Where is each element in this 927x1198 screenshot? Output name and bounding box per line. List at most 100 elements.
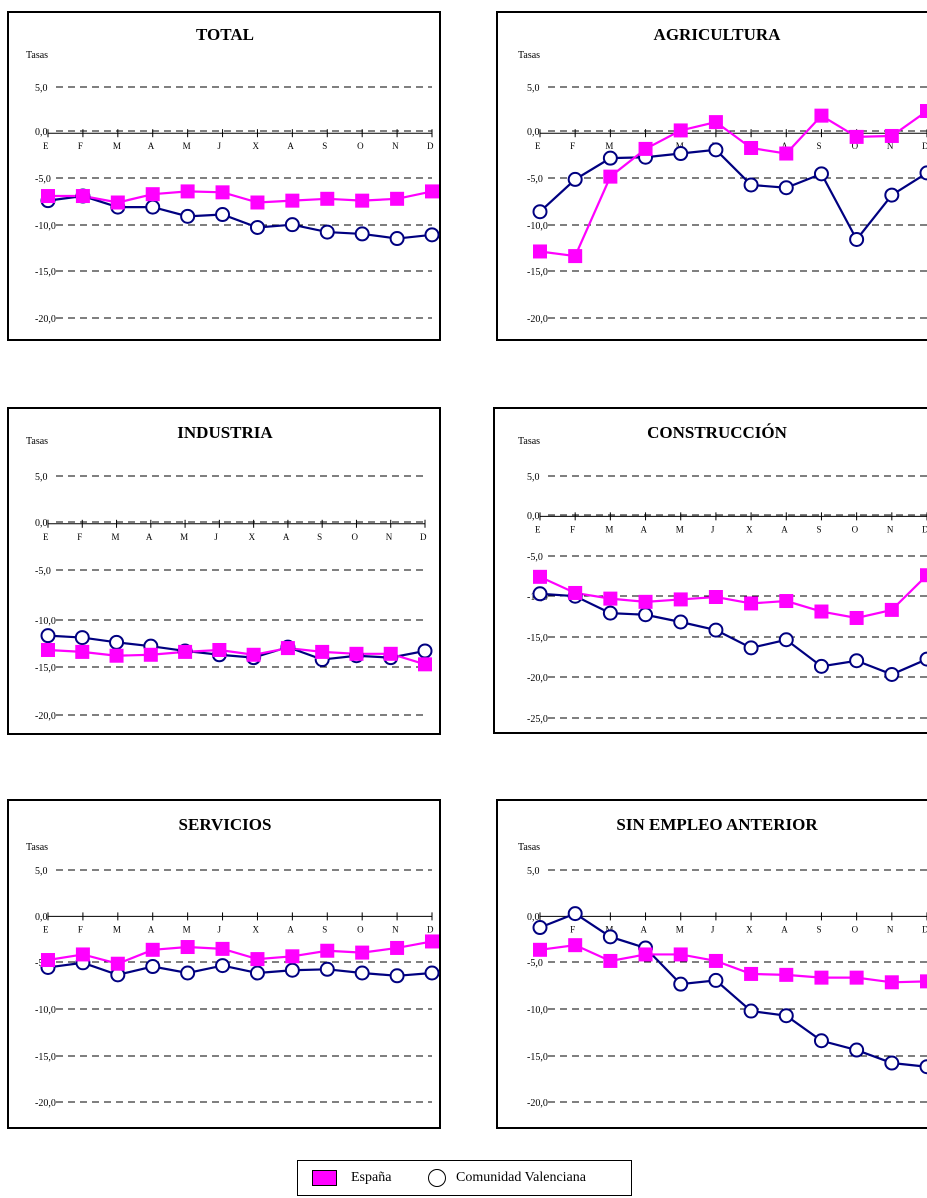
x-tick-label: J [711, 524, 715, 534]
y-axis-label: Tasas [26, 50, 48, 61]
data-point-espana [814, 970, 829, 985]
y-axis-label: Tasas [26, 436, 48, 447]
y-tick-label: -15,0 [527, 267, 548, 278]
y-tick-label: 0,0 [35, 912, 48, 923]
data-point-comunidad-valenciana [919, 165, 927, 181]
data-point-espana [673, 947, 688, 962]
x-tick-label: M [676, 524, 684, 534]
data-point-espana [425, 934, 439, 949]
y-tick-label: 0,0 [35, 518, 48, 529]
data-point-espana [246, 647, 261, 662]
data-point-comunidad-valenciana [743, 177, 759, 193]
x-tick-label: M [113, 141, 121, 151]
legend-item-comunidad-valenciana: Comunidad Valenciana [428, 1161, 586, 1195]
x-tick-label: N [887, 141, 894, 151]
data-point-espana [603, 591, 618, 606]
data-point-espana [744, 596, 759, 611]
y-tick-label: 5,0 [527, 866, 540, 877]
chart-title: INDUSTRIA [177, 423, 273, 442]
x-tick-label: A [287, 141, 294, 151]
x-tick-label: A [148, 924, 155, 934]
x-tick-label: X [746, 924, 753, 934]
y-tick-label: 5,0 [35, 866, 48, 877]
x-tick-label: D [922, 924, 927, 934]
y-tick-label: -10,0 [527, 221, 548, 232]
y-tick-label: -20,0 [35, 1098, 56, 1109]
x-tick-label: X [746, 524, 753, 534]
legend-label-espana: España [351, 1170, 392, 1185]
data-point-comunidad-valenciana [109, 634, 125, 650]
data-point-espana [320, 943, 335, 958]
x-tick-label: E [43, 924, 49, 934]
data-point-espana [884, 602, 899, 617]
y-tick-label: -10,0 [35, 221, 56, 232]
x-tick-label: O [357, 141, 364, 151]
panel-frame [496, 11, 927, 341]
y-tick-label: -5,0 [35, 174, 51, 185]
x-tick-label: A [148, 141, 155, 151]
data-point-comunidad-valenciana [602, 150, 618, 166]
data-point-comunidad-valenciana [884, 1055, 900, 1071]
data-point-espana [75, 189, 90, 204]
data-point-espana [744, 140, 759, 155]
chart-panel-5: SERVICIOSTasas5,00,0-5,0-10,0-15,0-20,0E… [7, 799, 441, 1129]
data-point-espana [533, 569, 547, 584]
x-tick-label: E [535, 141, 541, 151]
data-point-espana [814, 604, 829, 619]
data-point-espana [145, 942, 160, 957]
x-tick-label: J [711, 924, 715, 934]
y-tick-label: -20,0 [35, 314, 56, 325]
x-tick-label: A [781, 924, 788, 934]
legend-item-espana: España [312, 1161, 391, 1195]
x-tick-label: O [852, 524, 859, 534]
data-point-espana [75, 644, 90, 659]
data-point-espana [920, 568, 927, 583]
x-tick-label: F [77, 532, 82, 542]
data-point-comunidad-valenciana [319, 224, 335, 240]
y-tick-label: -5,0 [527, 174, 543, 185]
data-point-espana [280, 641, 295, 656]
data-point-espana [744, 966, 759, 981]
data-point-espana [418, 657, 432, 672]
chart-title: SERVICIOS [179, 815, 272, 834]
y-tick-label: -15,0 [35, 663, 56, 674]
data-point-comunidad-valenciana [389, 968, 405, 984]
y-tick-label: -20,0 [527, 1098, 548, 1109]
y-tick-label: 0,0 [35, 127, 48, 138]
y-tick-label: -20,0 [527, 314, 548, 325]
data-point-comunidad-valenciana [424, 965, 440, 981]
data-point-espana [779, 146, 794, 161]
y-tick-label: 5,0 [35, 472, 48, 483]
data-point-comunidad-valenciana [778, 1008, 794, 1024]
y-tick-label: -5,0 [527, 552, 543, 563]
x-tick-label: X [249, 532, 256, 542]
x-tick-label: O [357, 924, 364, 934]
y-tick-label: -15,0 [35, 267, 56, 278]
data-point-espana [849, 610, 864, 625]
chart-panel-2: AGRICULTURA Tasas 5,0 0,0 -5,0 -10,0 -15,0 -20,… [496, 11, 927, 341]
data-point-comunidad-valenciana [40, 628, 56, 644]
data-point-comunidad-valenciana [145, 199, 161, 215]
data-point-comunidad-valenciana [354, 965, 370, 981]
data-point-espana [638, 594, 653, 609]
data-point-comunidad-valenciana [813, 658, 829, 674]
data-point-espana [849, 129, 864, 144]
data-point-comunidad-valenciana [884, 187, 900, 203]
y-tick-label: 0,0 [527, 127, 540, 138]
x-tick-label: M [183, 141, 191, 151]
chart-panel-6: SIN EMPLEO ANTERIOR Tasas 5,0 0,0 -5,0 -10,0 -… [496, 799, 927, 1129]
data-point-espana [110, 195, 125, 210]
data-point-espana [920, 104, 927, 119]
data-point-espana [673, 592, 688, 607]
data-point-espana [849, 970, 864, 985]
legend: España Comunidad Valenciana [297, 1160, 632, 1196]
data-point-espana [285, 193, 300, 208]
x-tick-label: A [287, 924, 294, 934]
data-point-comunidad-valenciana [638, 607, 654, 623]
data-point-comunidad-valenciana [743, 1003, 759, 1019]
x-tick-label: M [605, 141, 613, 151]
data-point-comunidad-valenciana [708, 622, 724, 638]
y-tick-label: 5,0 [527, 472, 540, 483]
data-point-espana [568, 585, 583, 600]
data-point-espana [779, 967, 794, 982]
